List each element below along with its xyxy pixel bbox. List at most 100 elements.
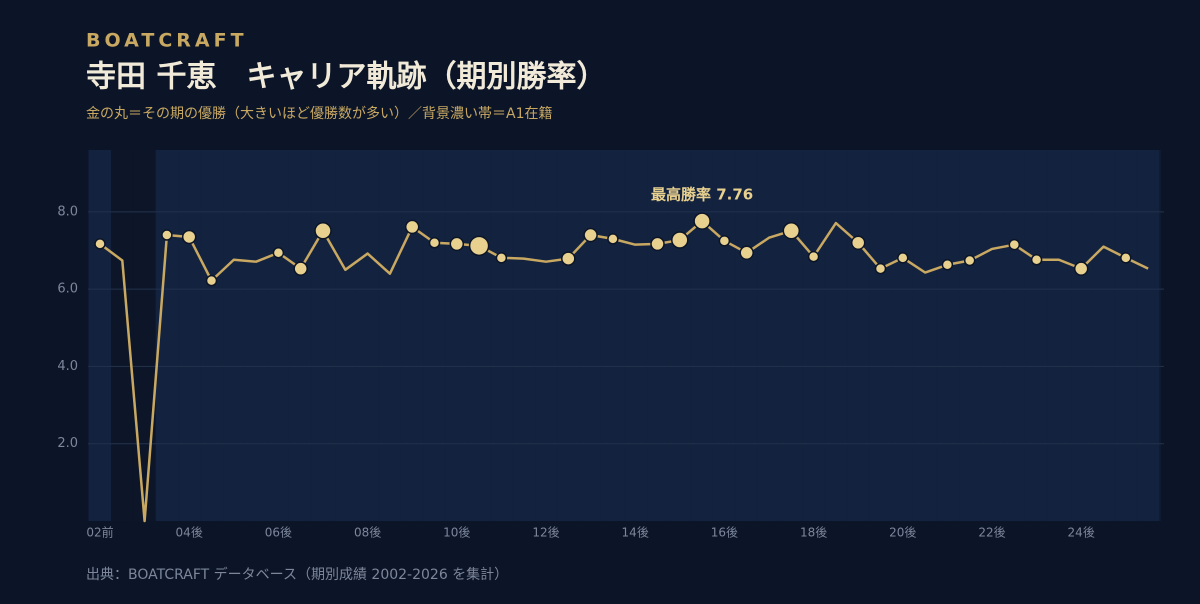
x-tick-label: 14後 xyxy=(622,526,649,540)
a1-band xyxy=(490,150,513,521)
a1-band xyxy=(311,150,335,521)
a1-band xyxy=(668,150,691,521)
a1-band xyxy=(356,150,379,521)
x-tick-label: 16後 xyxy=(711,526,738,540)
win-marker xyxy=(468,235,490,257)
brand: BOATCRAFT xyxy=(86,30,248,52)
win-marker xyxy=(583,227,598,243)
win-marker xyxy=(1120,252,1132,264)
a1-band xyxy=(1114,150,1137,521)
a1-band xyxy=(423,150,446,521)
win-marker xyxy=(693,212,711,230)
x-tick-label: 08後 xyxy=(354,526,381,540)
x-tick-label: 12後 xyxy=(532,526,559,540)
win-marker xyxy=(94,238,106,250)
win-marker xyxy=(671,231,689,249)
win-marker xyxy=(495,252,508,264)
a1-band xyxy=(378,150,402,521)
a1-band xyxy=(88,150,112,521)
a1-band xyxy=(624,150,647,521)
a1-band xyxy=(579,150,602,521)
win-marker xyxy=(1008,238,1021,251)
win-marker xyxy=(718,235,731,247)
x-tick-label: 06後 xyxy=(265,526,292,540)
a1-band xyxy=(1070,150,1093,521)
y-tick-label: 6.0 xyxy=(57,282,78,297)
a1-band xyxy=(958,150,981,521)
win-marker xyxy=(1030,254,1043,266)
y-tick-label: 2.0 xyxy=(57,436,78,451)
a1-band xyxy=(445,150,468,521)
a1-band xyxy=(512,150,535,521)
win-marker xyxy=(739,245,754,261)
a1-band xyxy=(401,150,424,521)
x-tick-label: 02前 xyxy=(86,525,113,540)
win-marker xyxy=(874,262,887,275)
win-marker xyxy=(782,222,801,240)
a1-band xyxy=(847,150,870,521)
a1-band xyxy=(155,150,179,521)
a1-band xyxy=(690,150,714,521)
a1-band xyxy=(289,150,312,521)
x-tick-label: 04後 xyxy=(176,526,203,540)
x-tick-label: 22後 xyxy=(978,526,1005,540)
a1-band xyxy=(802,150,825,521)
win-marker xyxy=(161,229,173,241)
a1-band xyxy=(824,150,848,521)
plot-area: 2.0 4.0 6.0 8.0 02前 04後 06後 08後 10後 12後 14後 16後 18後 2… xyxy=(57,150,1164,540)
non-a1-band xyxy=(133,150,156,521)
a1-band xyxy=(780,150,803,521)
a1-band xyxy=(534,150,558,521)
win-marker xyxy=(850,235,866,250)
a1-band xyxy=(1025,150,1048,521)
win-marker xyxy=(428,237,441,249)
a1-band xyxy=(467,150,491,521)
a1-band xyxy=(200,150,223,521)
a1-band xyxy=(646,150,669,521)
a1-band xyxy=(757,150,781,521)
subtitle: 金の丸＝その期の優勝（大きいほど優勝数が多い）／背景濃い帯＝A1在籍 xyxy=(86,105,552,122)
non-a1-band xyxy=(111,150,134,521)
a1-band xyxy=(1003,150,1026,521)
win-marker xyxy=(561,251,576,266)
win-marker xyxy=(897,252,909,264)
y-tick-label: 4.0 xyxy=(57,359,78,374)
win-marker xyxy=(272,247,285,259)
a1-band xyxy=(913,150,937,521)
chart-title: 寺田 千恵 キャリア軌跡（期別勝率） xyxy=(86,60,606,95)
win-marker xyxy=(650,236,665,252)
win-marker xyxy=(807,250,820,263)
a1-band xyxy=(936,150,959,521)
win-marker xyxy=(1073,261,1089,276)
win-marker xyxy=(449,236,465,252)
a1-band xyxy=(557,150,580,521)
a1-band xyxy=(980,150,1004,521)
a1-band xyxy=(222,150,245,521)
x-tick-label: 10後 xyxy=(443,526,470,540)
a1-band xyxy=(869,150,892,521)
y-tick-label: 8.0 xyxy=(57,204,78,219)
a1-band xyxy=(334,150,357,521)
a1-band xyxy=(735,150,758,521)
a1-band xyxy=(1047,150,1071,521)
win-marker xyxy=(181,229,197,245)
win-marker xyxy=(404,219,420,235)
a1-band xyxy=(601,150,625,521)
win-marker xyxy=(963,254,976,267)
max-annotation: 最高勝率 7.76 xyxy=(651,186,753,204)
x-tick-label: 24後 xyxy=(1068,526,1095,540)
win-marker xyxy=(205,274,218,287)
x-tick-label: 18後 xyxy=(800,526,827,540)
win-marker xyxy=(607,233,619,245)
win-marker xyxy=(314,222,332,240)
a1-band xyxy=(244,150,268,521)
a1-band xyxy=(713,150,736,521)
win-marker xyxy=(941,259,954,271)
a1-band xyxy=(891,150,914,521)
a1-band xyxy=(1136,150,1160,521)
a1-band xyxy=(1092,150,1115,521)
a1-band xyxy=(178,150,201,521)
x-tick-label: 20後 xyxy=(889,526,916,540)
